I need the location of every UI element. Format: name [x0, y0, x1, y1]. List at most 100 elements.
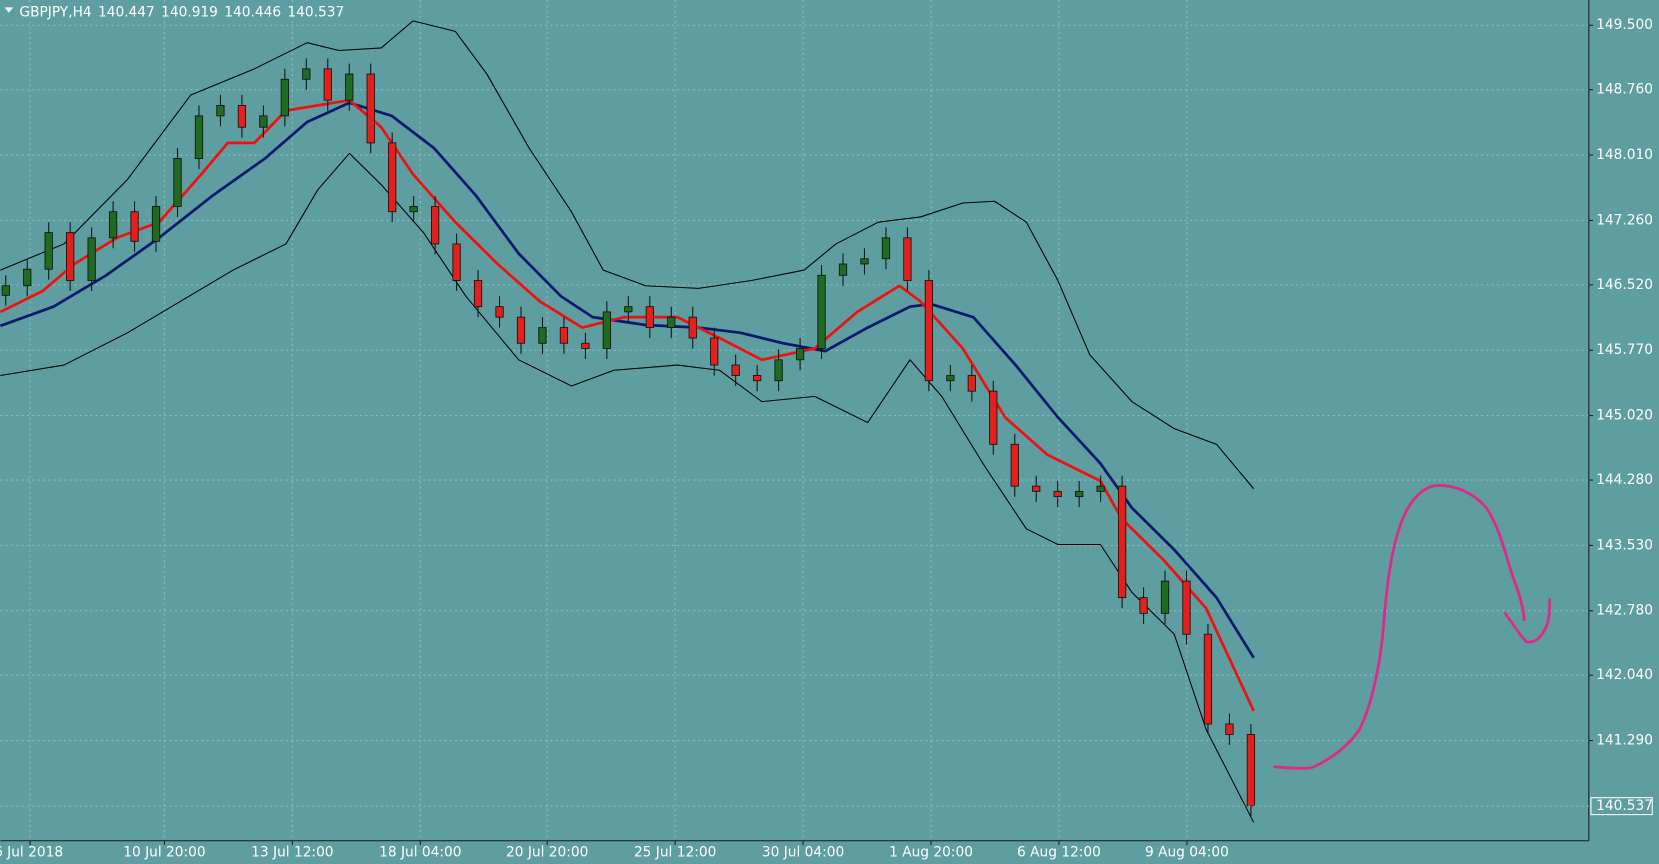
header-value: 140.919: [161, 5, 218, 21]
candle-body: [1, 285, 10, 296]
y-tick-label: 143.530: [1596, 537, 1653, 553]
y-tick-label: 148.760: [1596, 82, 1653, 98]
candle-body: [323, 68, 332, 101]
indicator-line: [0, 152, 1255, 823]
candle-body: [302, 68, 311, 80]
candle-body: [44, 232, 53, 270]
x-tick-label: 18 Jul 04:00: [379, 844, 461, 860]
x-tick-label: 30 Jul 04:00: [762, 844, 844, 860]
y-tick-label: 142.780: [1596, 603, 1653, 619]
candle-body: [430, 206, 440, 245]
candle-body: [216, 104, 225, 117]
x-tick-label: 9 Aug 04:00: [1145, 844, 1229, 860]
y-tick-label: 145.020: [1596, 408, 1653, 424]
y-tick-label: 145.770: [1596, 342, 1653, 358]
candle-body: [1075, 490, 1084, 498]
candle-body: [538, 327, 547, 344]
header-value: 140.537: [287, 5, 344, 21]
candle-body: [1182, 580, 1191, 635]
header-value: 140.446: [224, 5, 281, 21]
y-tick-label: 146.520: [1596, 277, 1653, 293]
y-tick-label: 141.290: [1596, 733, 1653, 749]
candle-body: [66, 232, 75, 281]
candle-body: [237, 104, 247, 128]
candle-body: [667, 316, 676, 329]
candle-body: [280, 78, 289, 117]
y-tick-label: 144.280: [1596, 472, 1653, 488]
candle-body: [1225, 723, 1234, 735]
candle-body: [1032, 485, 1041, 492]
candle-body: [259, 115, 268, 128]
candle-body: [409, 206, 418, 213]
candle-body: [860, 258, 869, 265]
last-price-box: [1590, 797, 1653, 816]
x-tick-label: 1 Aug 20:00: [889, 844, 973, 860]
chart-header: GBPJPY,H4 140.447 140.919 140.446 140.537: [19, 5, 344, 21]
candle-body: [108, 211, 118, 239]
candle-body: [23, 268, 32, 287]
candle-body: [173, 158, 182, 207]
candle-body: [1246, 734, 1256, 807]
candle-body: [881, 237, 891, 260]
candle-body: [624, 306, 633, 313]
y-tick-label: 149.500: [1596, 17, 1653, 33]
candle-body: [151, 206, 161, 242]
candle-body: [795, 348, 805, 361]
candle-body: [1160, 580, 1170, 614]
candle-body: [1117, 485, 1127, 599]
candles: [1, 58, 1256, 817]
hand-drawn-arrow: [1273, 484, 1552, 770]
candle-body: [753, 375, 762, 382]
last-price-label: 140.537: [1596, 798, 1653, 814]
y-tick-label: 147.260: [1596, 212, 1653, 228]
menu-arrow: [4, 7, 14, 13]
candle-body: [903, 237, 912, 281]
indicator-line: [0, 98, 1255, 712]
candle-body: [1203, 633, 1213, 725]
axes: 149.500 148.760 148.010 147.260 146.520 145.7…: [0, 17, 1653, 860]
candle-body: [946, 375, 955, 382]
candle-body: [602, 311, 611, 349]
x-tick-label: 25 Jul 12:00: [634, 844, 716, 860]
y-tick-label: 148.010: [1596, 147, 1653, 163]
candle-body: [452, 243, 461, 281]
candle-body: [1053, 490, 1062, 498]
x-tick-label: 13 Jul 12:00: [251, 844, 333, 860]
candle-body: [194, 115, 204, 159]
x-tick-label: 6 Aug 12:00: [1017, 844, 1101, 860]
candle-body: [1096, 485, 1105, 492]
x-tick-label: 20 Jul 20:00: [506, 844, 588, 860]
candle-body: [388, 142, 397, 213]
candle-body: [838, 263, 848, 276]
candle-body: [989, 390, 998, 445]
candle-body: [87, 237, 96, 281]
symbol: GBPJPY,H4: [19, 5, 91, 21]
header-value: 140.447: [98, 5, 155, 21]
candle-body: [924, 280, 934, 382]
candle-body: [559, 327, 569, 344]
candle-body: [345, 73, 354, 101]
candle-body: [516, 316, 526, 344]
candle-body: [710, 337, 719, 366]
candle-body: [495, 306, 504, 318]
indicator-line: [0, 20, 1255, 490]
candle-body: [688, 316, 697, 339]
candle-body: [1139, 597, 1148, 614]
candle-body: [645, 306, 654, 329]
candle-body: [731, 364, 740, 376]
candle-body: [817, 274, 826, 349]
candle-body: [130, 211, 139, 242]
x-tick-label: 10 Jul 20:00: [123, 844, 205, 860]
candle-body: [967, 375, 976, 392]
candle-body: [774, 359, 783, 382]
y-tick-label: 142.040: [1596, 667, 1653, 683]
candle-body: [581, 342, 590, 349]
candle-body: [1010, 443, 1019, 487]
grid: [0, 0, 1589, 841]
x-tick-label: 6 Jul 2018: [0, 844, 63, 860]
candle-body: [366, 73, 375, 144]
candle-body: [473, 280, 483, 308]
